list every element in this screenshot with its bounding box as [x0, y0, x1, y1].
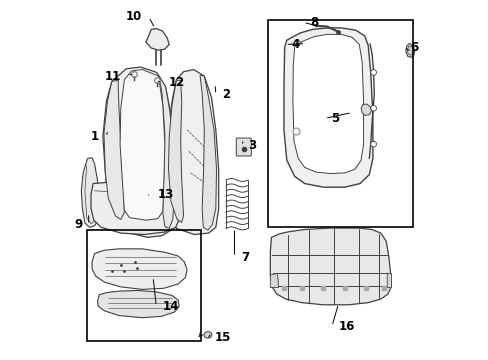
Text: 1: 1 — [91, 130, 99, 144]
Text: 11: 11 — [104, 69, 121, 82]
Polygon shape — [386, 273, 391, 288]
Polygon shape — [270, 228, 390, 305]
Polygon shape — [92, 249, 187, 289]
Polygon shape — [120, 69, 164, 220]
Polygon shape — [91, 182, 179, 234]
Polygon shape — [167, 69, 218, 234]
Text: 5: 5 — [330, 112, 339, 125]
Text: 16: 16 — [338, 320, 354, 333]
Text: 4: 4 — [291, 38, 300, 51]
Polygon shape — [159, 76, 174, 228]
Text: 13: 13 — [158, 188, 174, 201]
Text: 3: 3 — [247, 139, 256, 152]
Polygon shape — [145, 29, 169, 50]
Polygon shape — [407, 46, 413, 55]
FancyBboxPatch shape — [236, 138, 251, 156]
Polygon shape — [292, 35, 363, 174]
Text: 8: 8 — [309, 16, 317, 29]
Polygon shape — [97, 291, 179, 318]
Text: 7: 7 — [241, 251, 248, 264]
Polygon shape — [284, 28, 372, 187]
Circle shape — [370, 141, 376, 147]
Circle shape — [370, 105, 376, 111]
Bar — [267, 21, 412, 226]
Text: 9: 9 — [74, 218, 82, 231]
Polygon shape — [200, 75, 216, 230]
Text: 6: 6 — [409, 41, 418, 54]
Text: 2: 2 — [222, 88, 230, 101]
Text: 14: 14 — [163, 300, 179, 313]
Polygon shape — [81, 158, 99, 227]
Ellipse shape — [203, 332, 211, 338]
Polygon shape — [405, 44, 414, 57]
Polygon shape — [168, 80, 183, 222]
Circle shape — [370, 69, 376, 75]
Text: 10: 10 — [126, 10, 142, 23]
Text: 15: 15 — [215, 330, 231, 343]
Polygon shape — [104, 80, 124, 220]
Polygon shape — [270, 273, 278, 288]
Polygon shape — [102, 67, 175, 237]
Bar — [86, 230, 201, 341]
Text: 12: 12 — [168, 76, 184, 89]
Polygon shape — [360, 104, 371, 116]
